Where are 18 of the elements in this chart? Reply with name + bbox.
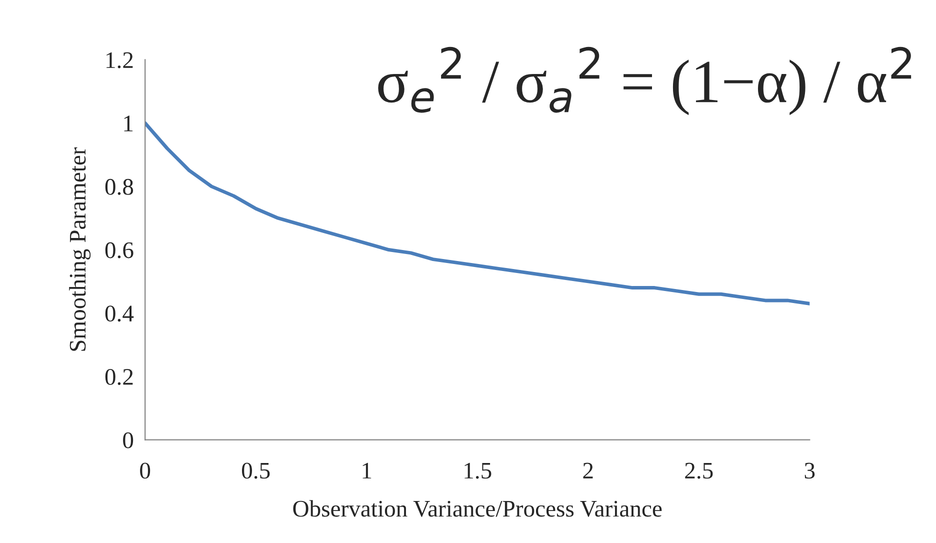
y-tick-label: 0.4 [105,306,134,322]
y-tick-label: 0.6 [105,242,134,258]
y-tick-label: 0.2 [105,368,133,386]
annotation: σ$_{e}$$^{2}$ / σ$_{a}$$^{2}$ = (1−α) / α$^{2}$ [378,46,912,116]
y-tick-label: 0 [123,432,134,448]
y-tick-label: 0.8 [105,178,134,195]
x-axis-title: Observation Variance/Process Variance [293,500,662,517]
x-tick-label: 0 [140,462,150,479]
line-series [145,121,810,306]
x-tick-label: 2 [583,462,593,478]
x-tick-label: 2.5 [685,462,713,479]
x-tick-label: 3 [804,462,815,479]
x-tick-label: 0.5 [242,462,270,479]
y-tick-label: 1.2 [106,52,133,68]
y-axis-title: Smoothing Parameter [69,147,91,351]
y-tick-label: 1 [124,116,133,132]
x-tick-label: 1 [362,462,372,478]
x-tick-label: 1.5 [464,462,492,479]
